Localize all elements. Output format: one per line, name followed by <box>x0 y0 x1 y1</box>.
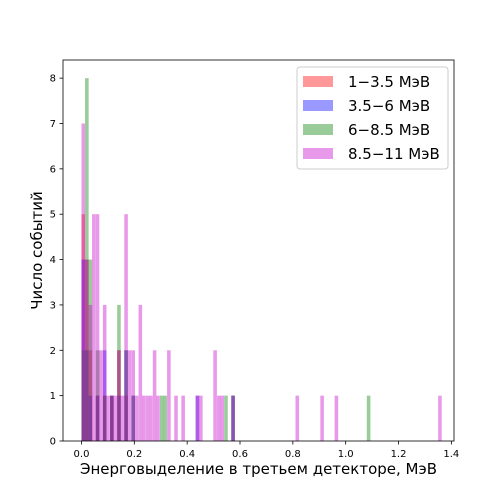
legend-swatch <box>303 76 333 87</box>
histogram-bar <box>438 396 442 441</box>
histogram-bar <box>153 350 157 441</box>
y-tick-label: 8 <box>50 74 56 85</box>
histogram-bar <box>135 396 139 441</box>
x-tick-label: 1.2 <box>391 449 407 460</box>
histogram-bar <box>81 124 85 442</box>
legend-swatch <box>303 148 333 159</box>
histogram-bar <box>89 305 93 441</box>
histogram-bar <box>181 396 185 441</box>
histogram-bar <box>220 396 224 441</box>
legend-label: 8.5−11 МэВ <box>348 145 440 163</box>
histogram-bar <box>92 214 96 441</box>
legend-label: 6−8.5 МэВ <box>348 121 430 139</box>
histogram-bar <box>367 396 371 441</box>
legend: 1−3.5 МэВ 3.5−6 МэВ 6−8.5 МэВ 8.5−11 МэВ <box>297 67 448 169</box>
legend-swatch <box>303 124 333 135</box>
histogram-bar <box>167 350 171 441</box>
y-tick-label: 7 <box>50 119 56 130</box>
y-tick-label: 0 <box>50 437 56 448</box>
histogram-bar <box>110 396 114 441</box>
x-tick-label: 0.4 <box>179 449 195 460</box>
histogram-bar <box>196 396 200 441</box>
histogram-bar <box>217 396 221 441</box>
histogram-bar <box>124 214 128 441</box>
legend-label: 3.5−6 МэВ <box>348 97 430 115</box>
histogram-bar <box>224 396 228 441</box>
histogram-bar <box>131 350 135 441</box>
legend-label: 1−3.5 МэВ <box>348 73 430 91</box>
histogram-bar <box>295 396 299 441</box>
x-axis-label: Энерговыделение в третьем детекторе, МэВ <box>80 460 437 478</box>
x-tick-label: 1.4 <box>443 449 459 460</box>
y-tick-label: 3 <box>50 300 56 311</box>
y-axis-label: Число событий <box>28 191 46 310</box>
histogram-bar <box>335 396 339 441</box>
histogram-bar <box>320 396 324 441</box>
x-tick-label: 0.0 <box>74 449 90 460</box>
y-tick-label: 2 <box>50 346 56 357</box>
x-tick-label: 1.0 <box>338 449 354 460</box>
y-tick-label: 4 <box>50 255 56 266</box>
histogram-bar <box>106 396 110 441</box>
histogram-bar <box>231 396 235 441</box>
histogram-bar <box>103 305 107 441</box>
histogram-bar <box>96 214 100 441</box>
histogram-bar <box>146 396 150 441</box>
histogram-bar <box>174 396 178 441</box>
histogram-bar <box>139 305 143 441</box>
histogram-bar <box>199 396 203 441</box>
legend-swatch <box>303 100 333 111</box>
histogram-bar <box>99 350 103 441</box>
histogram-bar <box>85 260 89 441</box>
histogram-bar <box>160 396 164 441</box>
x-tick-label: 0.2 <box>126 449 142 460</box>
histogram-bar <box>113 396 117 441</box>
histogram-bar <box>156 396 160 441</box>
histogram-bar <box>117 350 121 441</box>
x-tick-label: 0.8 <box>285 449 301 460</box>
y-tick-label: 5 <box>50 210 56 221</box>
histogram-bar <box>213 350 217 441</box>
y-tick-label: 6 <box>50 164 56 175</box>
histogram-bar <box>142 396 146 441</box>
histogram-bar <box>121 396 125 441</box>
y-tick-label: 1 <box>50 391 56 402</box>
histogram-bar <box>128 350 132 441</box>
histogram-bar <box>163 396 167 441</box>
x-tick-label: 0.6 <box>232 449 248 460</box>
histogram-bar <box>149 396 153 441</box>
